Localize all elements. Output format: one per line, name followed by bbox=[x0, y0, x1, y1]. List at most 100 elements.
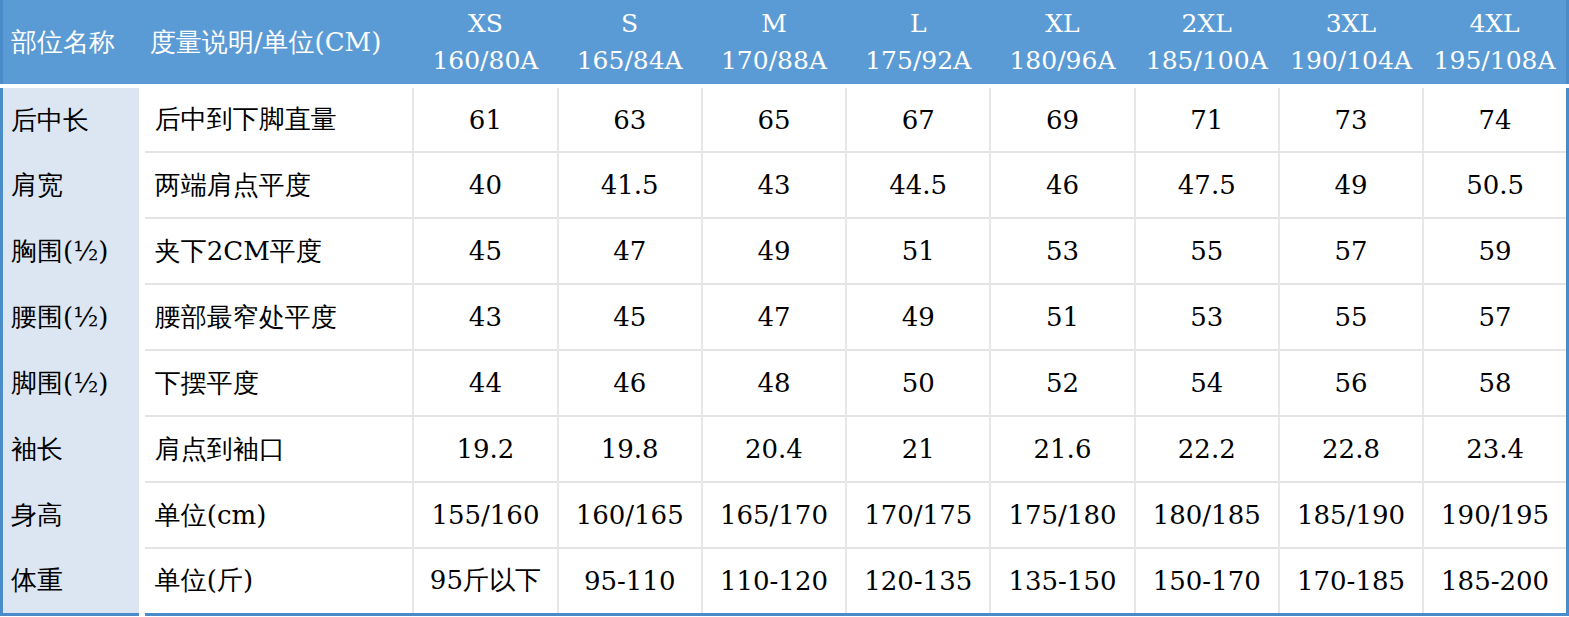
value-cell: 95斤以下 bbox=[413, 548, 557, 614]
table-row-waist: 腰围(½) 腰部最窄处平度 43 45 47 49 51 53 55 57 bbox=[2, 284, 1568, 350]
size-name: L bbox=[846, 5, 990, 42]
measure-desc-cell: 后中到下脚直量 bbox=[142, 86, 414, 152]
value-cell: 53 bbox=[1135, 284, 1279, 350]
value-cell: 48 bbox=[702, 350, 846, 416]
value-cell: 74 bbox=[1423, 86, 1567, 152]
value-cell: 120-135 bbox=[846, 548, 990, 614]
measure-desc-cell: 下摆平度 bbox=[142, 350, 414, 416]
row-label-cell: 体重 bbox=[2, 548, 142, 614]
size-spec: 190/104A bbox=[1279, 42, 1423, 79]
value-cell: 71 bbox=[1135, 86, 1279, 152]
value-cell: 175/180 bbox=[990, 482, 1134, 548]
column-header-size-l: L 175/92A bbox=[846, 0, 990, 86]
size-spec: 170/88A bbox=[702, 42, 846, 79]
row-label-cell: 身高 bbox=[2, 482, 142, 548]
size-name: 4XL bbox=[1423, 5, 1566, 42]
column-header-size-m: M 170/88A bbox=[702, 0, 846, 86]
size-spec: 160/80A bbox=[413, 42, 557, 79]
value-cell: 22.8 bbox=[1279, 416, 1423, 482]
size-name: 3XL bbox=[1279, 5, 1423, 42]
value-cell: 57 bbox=[1423, 284, 1567, 350]
value-cell: 49 bbox=[846, 284, 990, 350]
row-label-cell: 袖长 bbox=[2, 416, 142, 482]
row-label-cell: 脚围(½) bbox=[2, 350, 142, 416]
size-spec: 165/84A bbox=[558, 42, 702, 79]
row-label-cell: 胸围(½) bbox=[2, 218, 142, 284]
table-row-weight: 体重 单位(斤) 95斤以下 95-110 110-120 120-135 13… bbox=[2, 548, 1568, 614]
table-header: 部位名称 度量说明/单位(CM) XS 160/80A S 165/84A M … bbox=[2, 0, 1568, 86]
column-header-size-3xl: 3XL 190/104A bbox=[1279, 0, 1423, 86]
value-cell: 67 bbox=[846, 86, 990, 152]
table-row-height: 身高 单位(cm) 155/160 160/165 165/170 170/17… bbox=[2, 482, 1568, 548]
column-header-size-xs: XS 160/80A bbox=[413, 0, 557, 86]
column-header-size-xl: XL 180/96A bbox=[990, 0, 1134, 86]
table-body: 后中长 后中到下脚直量 61 63 65 67 69 71 73 74 肩宽 两… bbox=[2, 86, 1568, 614]
column-header-measure-desc: 度量说明/单位(CM) bbox=[142, 0, 414, 86]
column-header-size-s: S 165/84A bbox=[558, 0, 702, 86]
value-cell: 170/175 bbox=[846, 482, 990, 548]
value-cell: 40 bbox=[413, 152, 557, 218]
size-spec: 195/108A bbox=[1423, 42, 1566, 79]
value-cell: 45 bbox=[558, 284, 702, 350]
measure-desc-cell: 单位(cm) bbox=[142, 482, 414, 548]
size-name: M bbox=[702, 5, 846, 42]
value-cell: 73 bbox=[1279, 86, 1423, 152]
value-cell: 47 bbox=[702, 284, 846, 350]
value-cell: 50.5 bbox=[1423, 152, 1567, 218]
size-name: S bbox=[558, 5, 702, 42]
value-cell: 53 bbox=[990, 218, 1134, 284]
size-name: XL bbox=[990, 5, 1134, 42]
column-header-size-2xl: 2XL 185/100A bbox=[1135, 0, 1279, 86]
value-cell: 44 bbox=[413, 350, 557, 416]
value-cell: 46 bbox=[990, 152, 1134, 218]
size-name: XS bbox=[413, 5, 557, 42]
value-cell: 180/185 bbox=[1135, 482, 1279, 548]
value-cell: 21.6 bbox=[990, 416, 1134, 482]
value-cell: 110-120 bbox=[702, 548, 846, 614]
column-header-part-name: 部位名称 bbox=[2, 0, 142, 86]
value-cell: 19.8 bbox=[558, 416, 702, 482]
value-cell: 190/195 bbox=[1423, 482, 1567, 548]
value-cell: 135-150 bbox=[990, 548, 1134, 614]
table-row-hem: 脚围(½) 下摆平度 44 46 48 50 52 54 56 58 bbox=[2, 350, 1568, 416]
value-cell: 49 bbox=[702, 218, 846, 284]
value-cell: 44.5 bbox=[846, 152, 990, 218]
measure-desc-cell: 单位(斤) bbox=[142, 548, 414, 614]
value-cell: 21 bbox=[846, 416, 990, 482]
measure-desc-cell: 腰部最窄处平度 bbox=[142, 284, 414, 350]
value-cell: 20.4 bbox=[702, 416, 846, 482]
value-cell: 63 bbox=[558, 86, 702, 152]
value-cell: 185-200 bbox=[1423, 548, 1567, 614]
value-cell: 51 bbox=[990, 284, 1134, 350]
value-cell: 150-170 bbox=[1135, 548, 1279, 614]
measure-desc-cell: 夹下2CM平度 bbox=[142, 218, 414, 284]
value-cell: 57 bbox=[1279, 218, 1423, 284]
value-cell: 61 bbox=[413, 86, 557, 152]
size-name: 2XL bbox=[1135, 5, 1279, 42]
column-header-size-4xl: 4XL 195/108A bbox=[1423, 0, 1567, 86]
value-cell: 52 bbox=[990, 350, 1134, 416]
value-cell: 19.2 bbox=[413, 416, 557, 482]
measure-desc-cell: 两端肩点平度 bbox=[142, 152, 414, 218]
table-row-shoulder-width: 肩宽 两端肩点平度 40 41.5 43 44.5 46 47.5 49 50.… bbox=[2, 152, 1568, 218]
value-cell: 49 bbox=[1279, 152, 1423, 218]
table-row-sleeve-length: 袖长 肩点到袖口 19.2 19.8 20.4 21 21.6 22.2 22.… bbox=[2, 416, 1568, 482]
value-cell: 51 bbox=[846, 218, 990, 284]
value-cell: 45 bbox=[413, 218, 557, 284]
row-label-cell: 后中长 bbox=[2, 86, 142, 152]
value-cell: 47 bbox=[558, 218, 702, 284]
value-cell: 55 bbox=[1279, 284, 1423, 350]
row-label-cell: 腰围(½) bbox=[2, 284, 142, 350]
value-cell: 54 bbox=[1135, 350, 1279, 416]
value-cell: 185/190 bbox=[1279, 482, 1423, 548]
value-cell: 160/165 bbox=[558, 482, 702, 548]
size-spec: 175/92A bbox=[846, 42, 990, 79]
table-row-back-length: 后中长 后中到下脚直量 61 63 65 67 69 71 73 74 bbox=[2, 86, 1568, 152]
value-cell: 58 bbox=[1423, 350, 1567, 416]
value-cell: 47.5 bbox=[1135, 152, 1279, 218]
value-cell: 165/170 bbox=[702, 482, 846, 548]
size-spec: 180/96A bbox=[990, 42, 1134, 79]
value-cell: 43 bbox=[413, 284, 557, 350]
value-cell: 59 bbox=[1423, 218, 1567, 284]
value-cell: 65 bbox=[702, 86, 846, 152]
